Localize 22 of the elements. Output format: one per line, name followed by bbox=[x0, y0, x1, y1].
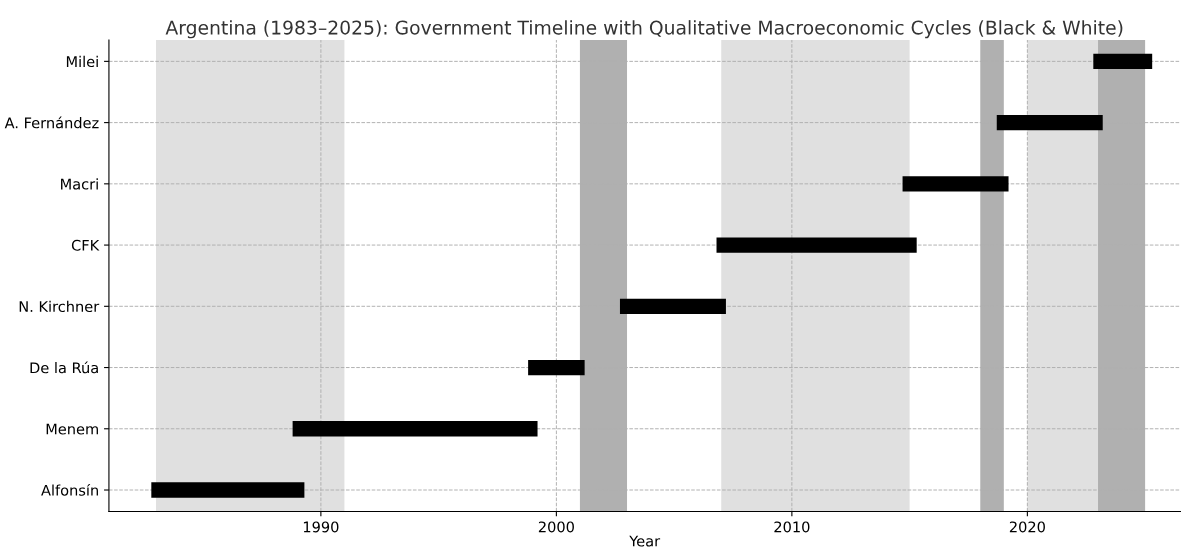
chart-title: Argentina (1983–2025): Government Timeline with Qualitative Macroeconomic Cycles (Black & White) bbox=[165, 20, 1123, 39]
x-tick-label: 2020 bbox=[1009, 521, 1045, 533]
y-tick-label: Macri bbox=[61, 178, 98, 190]
bar bbox=[996, 114, 1103, 131]
bar bbox=[619, 298, 726, 314]
y-tick-label: De la Rúa bbox=[30, 361, 98, 374]
x-tick-label: 1990 bbox=[303, 521, 339, 533]
bar bbox=[902, 176, 1009, 192]
y-tick-label: Milei bbox=[66, 55, 98, 68]
x-tick-label: 2010 bbox=[774, 521, 810, 533]
bar bbox=[716, 237, 917, 253]
y-tick-label: Alfonsín bbox=[41, 483, 98, 496]
bar bbox=[1093, 53, 1153, 70]
bar bbox=[151, 482, 305, 498]
y-tick-label: CFK bbox=[71, 239, 100, 251]
x-tick-label: 2000 bbox=[538, 521, 574, 533]
bar bbox=[292, 421, 538, 437]
y-tick-label: Menem bbox=[46, 423, 98, 435]
x-axis-title: Year bbox=[629, 535, 661, 547]
y-tick-label: A. Fernández bbox=[4, 116, 99, 129]
y-tick-label: N. Kirchner bbox=[19, 300, 100, 313]
bar bbox=[528, 359, 585, 376]
